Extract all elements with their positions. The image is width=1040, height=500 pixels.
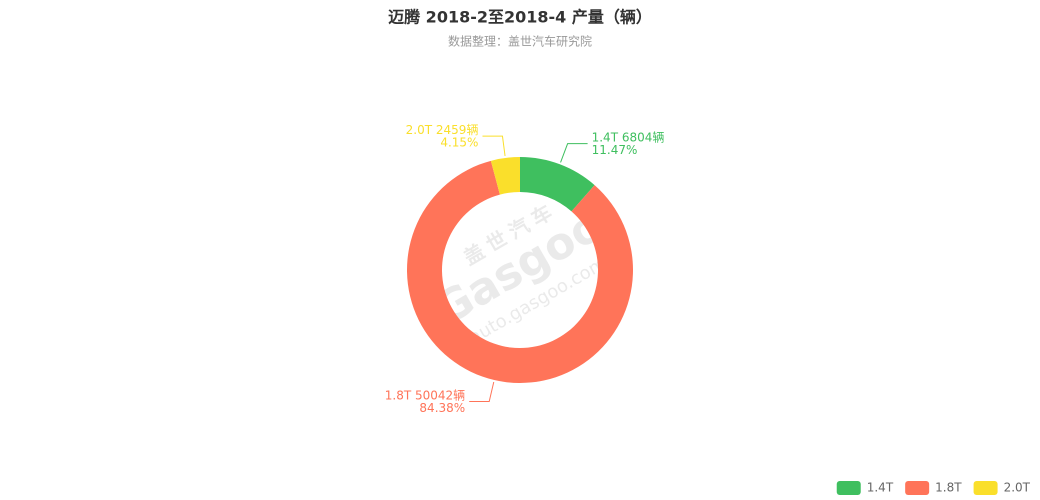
- label-value: 50042辆: [415, 388, 465, 402]
- label-value: 6804辆: [622, 130, 665, 144]
- legend-swatch: [836, 481, 861, 495]
- donut-slice: [520, 157, 595, 212]
- label-line: [482, 135, 506, 157]
- share-label: 4.15%: [440, 136, 478, 150]
- label-line: [469, 381, 495, 402]
- label-line: [560, 143, 588, 163]
- share-label: 11.47%: [592, 143, 638, 157]
- legend-label: 1.8T: [935, 481, 962, 495]
- label-category: 2.0T: [406, 123, 433, 137]
- share-label: 84.38%: [419, 401, 465, 415]
- legend-swatch: [973, 481, 998, 495]
- data-label: 2.0T 2459辆: [406, 123, 479, 137]
- data-label: 1.8T 50042辆: [385, 388, 465, 402]
- legend-label: 2.0T: [1004, 481, 1031, 495]
- label-category: 1.8T: [385, 388, 412, 402]
- label-value: 2459辆: [436, 123, 479, 137]
- label-category: 1.4T: [592, 130, 619, 144]
- legend-label: 1.4T: [867, 481, 894, 495]
- donut-slice: [490, 157, 520, 195]
- legend-swatch: [905, 481, 930, 495]
- chart-subtitle: 数据整理：盖世汽车研究院: [448, 34, 592, 49]
- chart-title: 迈腾 2018-2至2018-4 产量（辆）: [388, 8, 652, 27]
- data-label: 1.4T 6804辆: [592, 130, 665, 144]
- donut-slice: [407, 160, 633, 383]
